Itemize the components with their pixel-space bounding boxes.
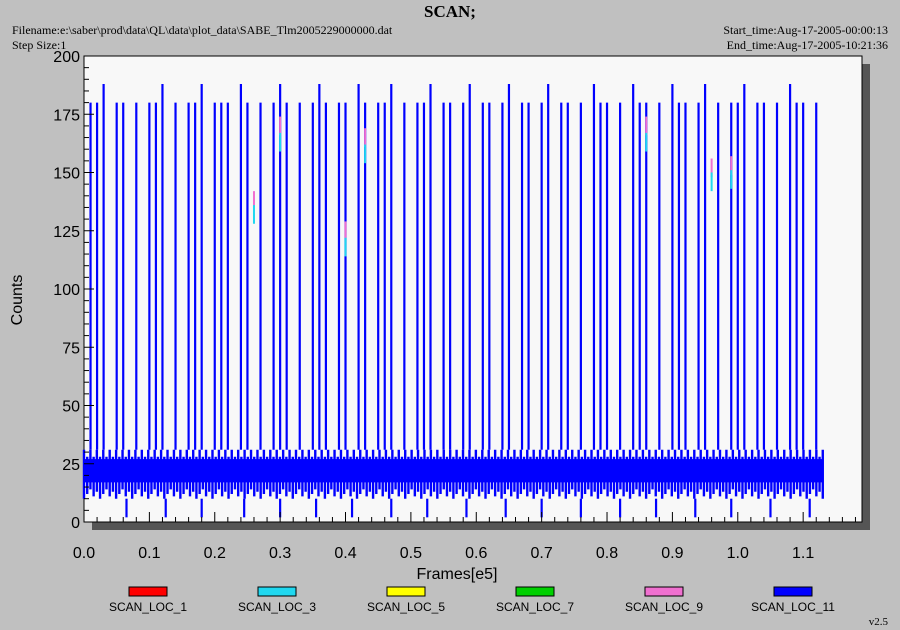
x-tick-label: 1.0 xyxy=(727,545,749,562)
y-tick-label: 50 xyxy=(62,399,80,416)
y-tick-label: 0 xyxy=(71,515,80,532)
legend-swatch-scan-loc-5 xyxy=(386,586,426,597)
y-axis-label: Counts xyxy=(9,275,26,326)
x-tick-label: 0.9 xyxy=(661,545,683,562)
x-tick-label: 0.2 xyxy=(204,545,226,562)
x-tick-label: 0.5 xyxy=(400,545,422,562)
legend-label-scan-loc-7: SCAN_LOC_7 xyxy=(496,600,574,614)
y-tick-label: 100 xyxy=(53,282,80,299)
y-tick-label: 200 xyxy=(53,49,80,66)
y-tick-label: 175 xyxy=(53,107,80,124)
legend-swatch-scan-loc-3 xyxy=(257,586,297,597)
x-tick-label: 1.1 xyxy=(792,545,814,562)
x-tick-label: 0.7 xyxy=(531,545,553,562)
version-label: v2.5 xyxy=(868,616,888,628)
legend-swatch-scan-loc-7 xyxy=(515,586,555,597)
legend-swatch-scan-loc-11 xyxy=(773,586,813,597)
legend-label-scan-loc-9: SCAN_LOC_9 xyxy=(625,600,703,614)
legend-swatch-scan-loc-1 xyxy=(128,586,168,597)
x-tick-label: 0.0 xyxy=(73,545,95,562)
x-tick-label: 0.3 xyxy=(269,545,291,562)
series-scan-loc-11-core xyxy=(84,459,823,483)
x-tick-label: 0.8 xyxy=(596,545,618,562)
y-tick-label: 125 xyxy=(53,224,80,241)
filename-label: Filename:e:\saber\prod\data\QL\data\plot… xyxy=(12,23,393,37)
y-tick-label: 25 xyxy=(62,457,80,474)
x-tick-label: 0.6 xyxy=(465,545,487,562)
legend-swatch-scan-loc-9 xyxy=(644,586,684,597)
legend-label-scan-loc-5: SCAN_LOC_5 xyxy=(367,600,445,614)
start-time-label: Start_time:Aug-17-2005-00:00:13 xyxy=(723,23,888,37)
x-tick-label: 0.1 xyxy=(138,545,160,562)
x-tick-label: 0.4 xyxy=(334,545,356,562)
legend-label-scan-loc-11: SCAN_LOC_11 xyxy=(751,600,835,614)
chart-title: SCAN; xyxy=(424,2,476,21)
step-size-label: Step Size:1 xyxy=(12,38,67,52)
legend-label-scan-loc-3: SCAN_LOC_3 xyxy=(238,600,316,614)
end-time-label: End_time:Aug-17-2005-10:21:36 xyxy=(726,38,888,52)
x-axis-label: Frames[e5] xyxy=(417,566,498,583)
y-tick-label: 75 xyxy=(62,340,80,357)
y-tick-label: 150 xyxy=(53,166,80,183)
legend-label-scan-loc-1: SCAN_LOC_1 xyxy=(109,600,187,614)
